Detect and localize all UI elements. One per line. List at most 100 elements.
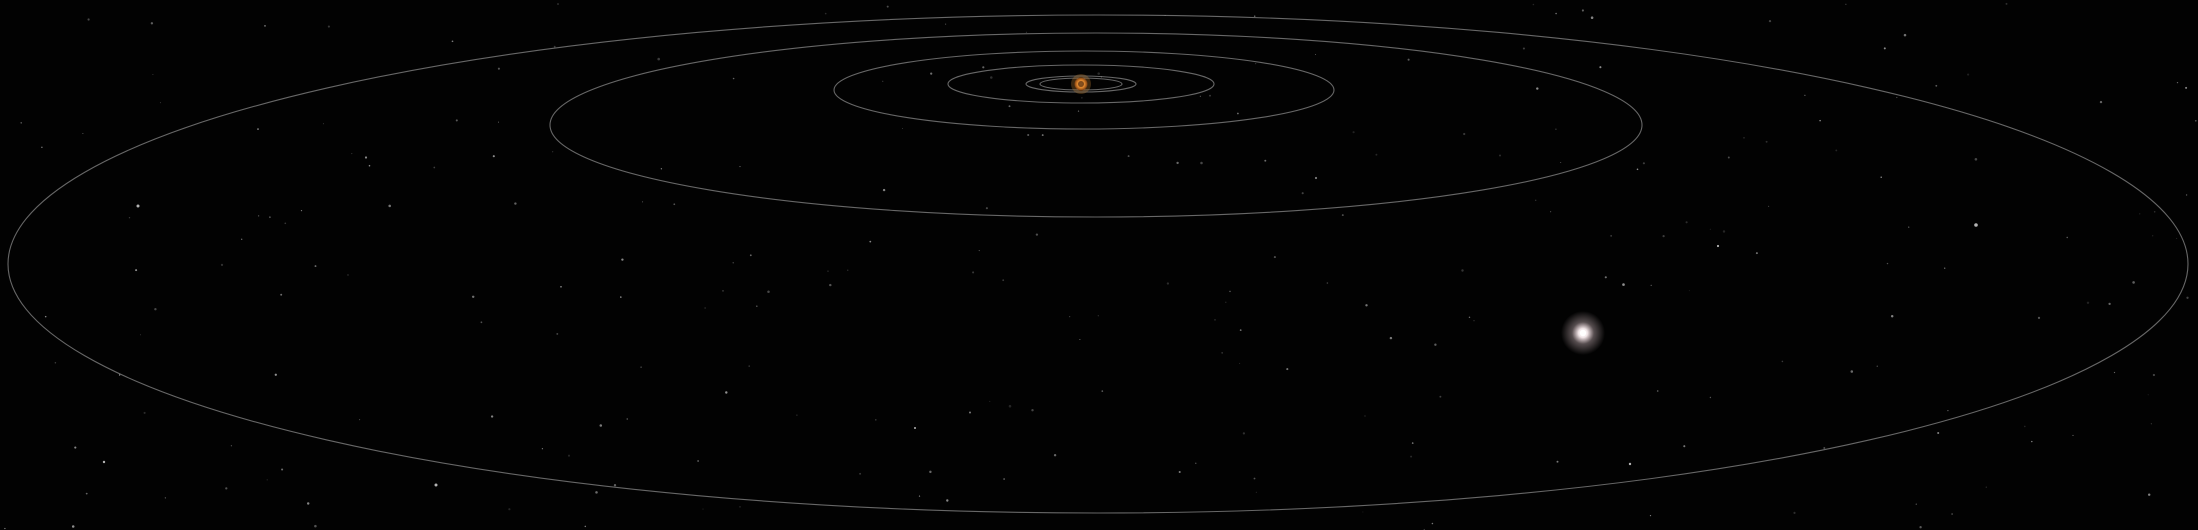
- star: [1951, 513, 1953, 515]
- star: [1025, 31, 1027, 33]
- star: [972, 271, 975, 274]
- star: [886, 5, 889, 8]
- star: [347, 274, 349, 276]
- star: [2176, 81, 2179, 84]
- star: [1127, 155, 1130, 158]
- star: [978, 250, 980, 252]
- star: [1365, 304, 1368, 307]
- star: [914, 427, 916, 429]
- star: [471, 295, 475, 299]
- star: [875, 419, 877, 421]
- star: [1944, 267, 1946, 269]
- star: [1326, 282, 1329, 284]
- star: [1650, 284, 1652, 287]
- star: [1410, 455, 1413, 458]
- star: [882, 188, 886, 192]
- star: [135, 269, 138, 272]
- star: [732, 262, 734, 264]
- sun-icon[interactable]: [1071, 74, 1091, 94]
- star: [269, 216, 271, 219]
- orbit-paths: [7, 14, 2189, 514]
- star: [702, 508, 704, 510]
- star: [152, 74, 154, 75]
- star: [143, 411, 146, 414]
- star: [1781, 360, 1784, 363]
- star: [739, 506, 741, 508]
- star: [621, 258, 624, 261]
- star: [626, 418, 628, 420]
- star: [1053, 454, 1057, 457]
- star: [1237, 112, 1239, 115]
- star: [1407, 58, 1410, 61]
- star: [930, 72, 933, 75]
- star: [556, 332, 559, 335]
- star: [1903, 33, 1907, 37]
- star: [1709, 228, 1711, 230]
- star: [1532, 3, 1535, 6]
- star: [87, 18, 90, 21]
- orbit-path-2: [1025, 75, 1137, 93]
- bright-star-icon[interactable]: [1561, 311, 1605, 355]
- star: [1628, 462, 1632, 466]
- star: [2031, 440, 2033, 443]
- star: [2152, 235, 2154, 237]
- star: [264, 25, 266, 27]
- star: [1550, 211, 1552, 213]
- star: [1002, 279, 1005, 282]
- star: [1463, 132, 1466, 136]
- star: [1254, 62, 1257, 65]
- star: [1077, 110, 1080, 112]
- star: [1765, 140, 1768, 143]
- star: [514, 202, 517, 205]
- starfield: [4, 2, 2197, 530]
- star: [946, 499, 949, 502]
- star: [1985, 486, 1987, 488]
- star: [1622, 283, 1625, 286]
- star: [704, 307, 706, 309]
- star: [139, 334, 142, 336]
- star: [989, 400, 991, 402]
- star: [1604, 276, 1607, 279]
- star: [567, 454, 571, 457]
- star: [1264, 159, 1267, 162]
- star: [1375, 153, 1378, 156]
- star: [300, 210, 303, 212]
- star: [492, 155, 495, 158]
- star: [553, 45, 556, 48]
- star: [1097, 72, 1100, 75]
- star: [657, 57, 660, 61]
- star: [1876, 365, 1878, 367]
- star: [1768, 205, 1770, 207]
- star: [1919, 526, 1922, 529]
- star: [1352, 131, 1355, 134]
- star: [150, 22, 154, 25]
- star: [159, 102, 161, 104]
- star: [1590, 16, 1594, 19]
- star: [1937, 431, 1940, 435]
- star: [1031, 408, 1034, 412]
- star: [1662, 234, 1665, 238]
- star: [41, 146, 43, 148]
- star: [102, 460, 106, 464]
- star: [306, 502, 310, 505]
- star: [1823, 446, 1826, 450]
- star: [2099, 100, 2103, 104]
- orbit-path-5: [549, 32, 1643, 218]
- star: [327, 25, 330, 28]
- star: [969, 411, 971, 414]
- star: [1008, 404, 1012, 408]
- star: [2176, 237, 2178, 239]
- star: [1214, 319, 1216, 321]
- star: [1716, 244, 1720, 248]
- star: [1499, 154, 1501, 157]
- star: [929, 470, 932, 474]
- star: [902, 128, 904, 130]
- star: [1649, 515, 1652, 517]
- star: [1555, 12, 1557, 15]
- star: [257, 128, 259, 131]
- star: [1176, 161, 1179, 165]
- star: [2072, 434, 2074, 436]
- star: [1896, 96, 1898, 99]
